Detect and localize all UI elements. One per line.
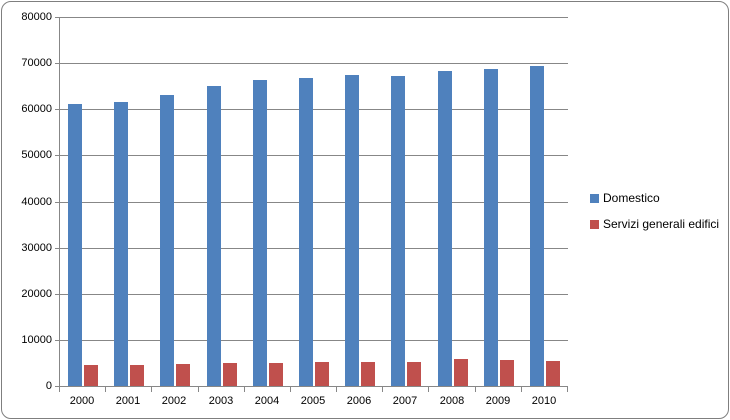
- x-tick-label-2003: 2003: [208, 395, 234, 407]
- bar-domestico-2004[interactable]: [252, 79, 267, 386]
- bar-servizi-2000[interactable]: [84, 365, 99, 386]
- bar-domestico-2003[interactable]: [206, 86, 221, 386]
- x-tick-4: [244, 387, 245, 392]
- legend-item-servizi[interactable]: Servizi generali edifici: [590, 217, 719, 231]
- x-tick-6: [336, 387, 337, 392]
- bar-group-2010: [522, 17, 568, 386]
- legend-label-servizi: Servizi generali edifici: [603, 217, 720, 231]
- legend: Domestico Servizi generali edifici: [590, 191, 719, 243]
- plot-area: [59, 17, 568, 387]
- y-tick-label-10000: 10000: [21, 334, 52, 346]
- x-tick-10: [521, 387, 522, 392]
- x-tick-label-2006: 2006: [346, 395, 372, 407]
- x-tick-label-2005: 2005: [300, 395, 326, 407]
- x-tick-7: [382, 387, 383, 392]
- legend-swatch-domestico-icon: [590, 193, 599, 203]
- bar-domestico-2010[interactable]: [529, 65, 544, 386]
- gridline-10000: [60, 340, 568, 341]
- bar-servizi-2002[interactable]: [176, 364, 191, 386]
- bar-servizi-2009[interactable]: [499, 360, 514, 386]
- bar-servizi-2004[interactable]: [268, 363, 283, 386]
- bar-group-2008: [429, 17, 475, 386]
- bar-group-2000: [60, 17, 106, 386]
- bar-servizi-2003[interactable]: [222, 363, 237, 386]
- gridline-30000: [60, 248, 568, 249]
- y-tick-20000: [55, 294, 60, 295]
- legend-label-domestico: Domestico: [603, 191, 660, 205]
- y-tick-label-60000: 60000: [21, 103, 52, 115]
- y-tick-label-30000: 30000: [21, 242, 52, 254]
- bar-servizi-2005[interactable]: [314, 362, 329, 386]
- x-tick-label-2010: 2010: [531, 395, 557, 407]
- bar-domestico-2002[interactable]: [160, 95, 175, 386]
- y-tick-label-0: 0: [45, 380, 52, 392]
- y-tick-80000: [55, 17, 60, 18]
- y-tick-0: [55, 386, 60, 387]
- bar-servizi-2001[interactable]: [130, 365, 145, 386]
- bar-group-2009: [476, 17, 522, 386]
- gridline-60000: [60, 109, 568, 110]
- bar-group-2001: [106, 17, 152, 386]
- x-tick-label-2008: 2008: [439, 395, 465, 407]
- y-tick-label-40000: 40000: [21, 196, 52, 208]
- y-tick-60000: [55, 109, 60, 110]
- legend-swatch-servizi-icon: [590, 219, 599, 229]
- bar-group-2003: [199, 17, 245, 386]
- x-tick-label-2000: 2000: [69, 395, 95, 407]
- y-tick-40000: [55, 202, 60, 203]
- bar-domestico-2008[interactable]: [437, 70, 452, 386]
- x-tick-11: [567, 387, 568, 392]
- bar-domestico-2005[interactable]: [298, 78, 313, 386]
- x-tick-1: [105, 387, 106, 392]
- bar-domestico-2009[interactable]: [483, 69, 498, 386]
- bar-group-2004: [245, 17, 291, 386]
- legend-item-domestico[interactable]: Domestico: [590, 191, 719, 205]
- y-tick-label-50000: 50000: [21, 149, 52, 161]
- y-tick-70000: [55, 63, 60, 64]
- y-tick-label-70000: 70000: [21, 57, 52, 69]
- x-tick-label-2002: 2002: [161, 395, 187, 407]
- gridline-50000: [60, 155, 568, 156]
- bar-servizi-2006[interactable]: [361, 362, 376, 386]
- bar-servizi-2010[interactable]: [545, 360, 560, 386]
- bar-group-2007: [383, 17, 429, 386]
- gridline-40000: [60, 202, 568, 203]
- x-tick-label-2009: 2009: [485, 395, 511, 407]
- y-tick-50000: [55, 155, 60, 156]
- y-tick-10000: [55, 340, 60, 341]
- x-tick-label-2007: 2007: [392, 395, 418, 407]
- bar-servizi-2008[interactable]: [453, 359, 468, 386]
- bar-domestico-2000[interactable]: [68, 104, 83, 386]
- x-tick-5: [290, 387, 291, 392]
- x-tick-0: [59, 387, 60, 392]
- x-tick-label-2001: 2001: [115, 395, 141, 407]
- y-tick-30000: [55, 248, 60, 249]
- x-tick-3: [198, 387, 199, 392]
- bar-group-2006: [337, 17, 383, 386]
- bar-domestico-2001[interactable]: [114, 102, 129, 386]
- bar-group-2002: [152, 17, 198, 386]
- x-tick-9: [475, 387, 476, 392]
- gridline-80000: [60, 17, 568, 18]
- y-tick-label-20000: 20000: [21, 288, 52, 300]
- gridline-20000: [60, 294, 568, 295]
- bar-group-2005: [291, 17, 337, 386]
- gridline-70000: [60, 63, 568, 64]
- x-tick-8: [428, 387, 429, 392]
- bar-domestico-2006[interactable]: [345, 74, 360, 386]
- x-tick-label-2004: 2004: [254, 395, 280, 407]
- bar-domestico-2007[interactable]: [391, 76, 406, 386]
- bar-servizi-2007[interactable]: [407, 362, 422, 386]
- x-tick-2: [151, 387, 152, 392]
- y-tick-label-80000: 80000: [21, 11, 52, 23]
